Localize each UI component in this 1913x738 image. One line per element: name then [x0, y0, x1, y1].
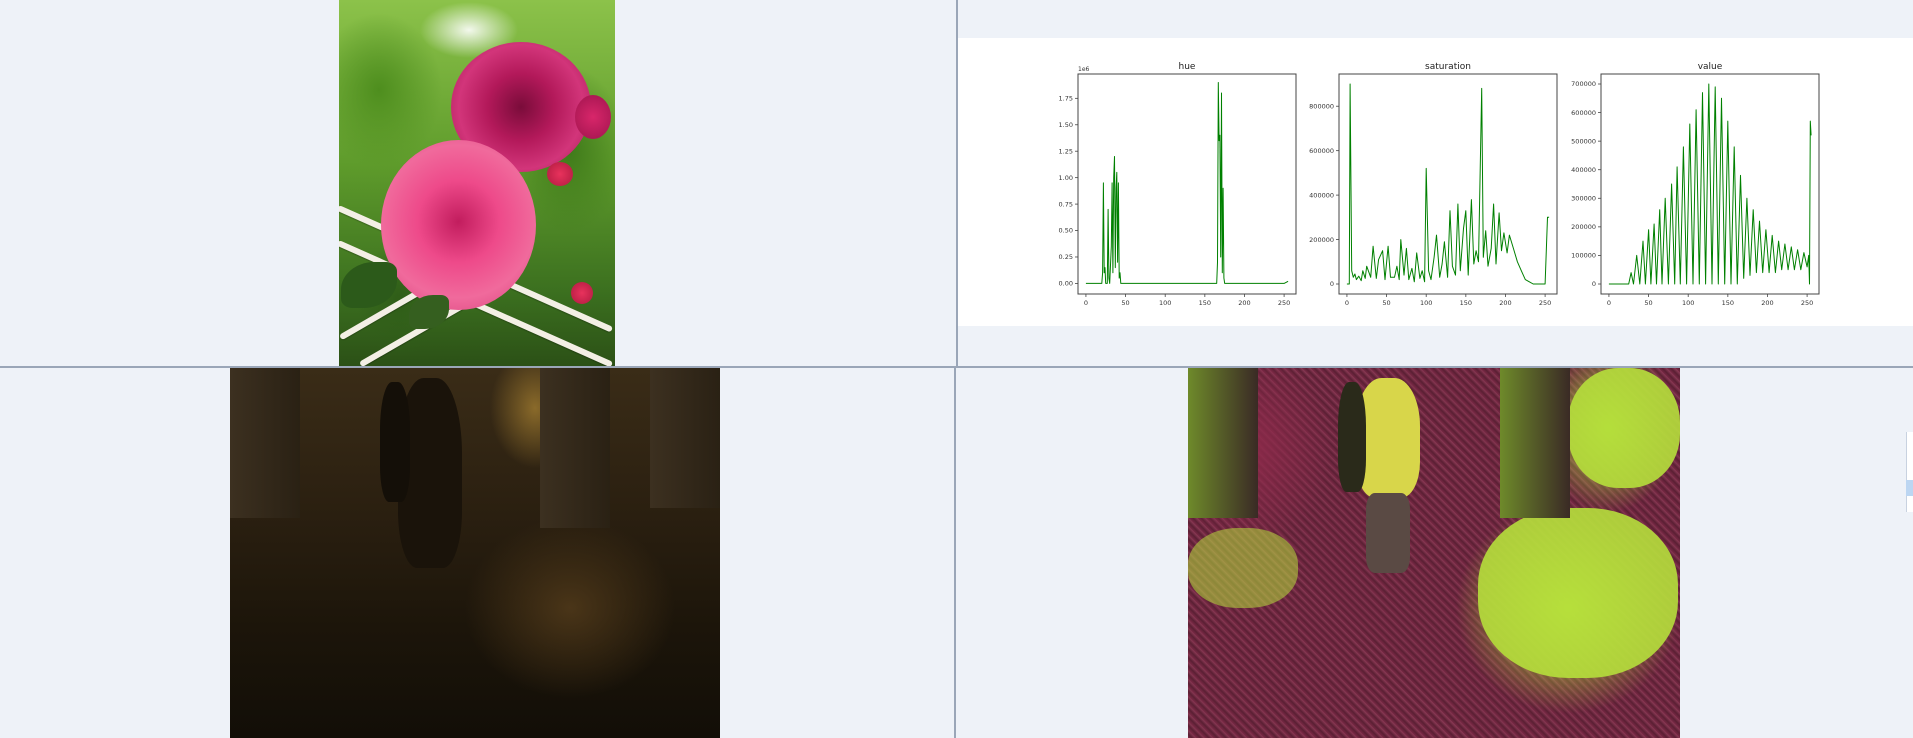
- archway-pillar: [650, 368, 720, 508]
- chart-hue-y-tick-label: 1.00: [1059, 174, 1073, 182]
- dark-archway-photo: [230, 368, 720, 738]
- chart-saturation-y-tick-label: 600000: [1309, 147, 1334, 155]
- chart-saturation-y-tick-label: 0: [1330, 280, 1334, 288]
- chart-value-y-tick-label: 500000: [1571, 137, 1596, 145]
- person-in-background: [380, 382, 410, 502]
- chart-value-y-tick-label: 100000: [1571, 252, 1596, 260]
- chart-hue-y-tick-label: 1.50: [1059, 121, 1073, 129]
- chart-saturation-x-tick-label: 0: [1345, 299, 1349, 307]
- histogram-figure: hue 1e6 0 50 100 150 200 250 0.00 0.25 0.50 0.75 1.0…: [958, 38, 1913, 326]
- chart-value-x-tick-label: 0: [1607, 299, 1611, 307]
- archway-pillar: [540, 368, 610, 528]
- chart-saturation-y-tick-label: 800000: [1309, 102, 1334, 110]
- dark-scene-background: [230, 368, 720, 738]
- bright-region: [1568, 368, 1680, 488]
- chart-value-y-tick-label: 0: [1592, 280, 1596, 288]
- chart-value-x-tick-label: 250: [1801, 299, 1813, 307]
- chart-value-y-tick-label: 300000: [1571, 194, 1596, 202]
- chart-hue-axes-frame: [1077, 73, 1297, 295]
- top-left-pane: [0, 0, 956, 367]
- rose-photo: [339, 0, 615, 367]
- adjacent-window-edge[interactable]: [1906, 432, 1913, 512]
- false-color-archway-photo: [1188, 368, 1680, 738]
- chart-hue-x-tick-label: 200: [1238, 299, 1250, 307]
- chart-value-series-line: [1608, 83, 1812, 285]
- histogram-chart: hue 1e6 0 50 100 150 200 250 0.00 0.25 0.50 0.75 1.0…: [1059, 62, 1820, 307]
- horizontal-divider[interactable]: [0, 366, 1913, 368]
- rose-bud: [571, 282, 593, 304]
- archway-pillar: [1500, 368, 1570, 518]
- archway-pillar: [1188, 368, 1258, 518]
- chart-saturation-title: saturation: [1425, 62, 1471, 72]
- chart-hue-title: hue: [1179, 62, 1196, 72]
- rose-bud: [575, 95, 611, 139]
- chart-value-x-tick-label: 200: [1761, 299, 1773, 307]
- chart-hue-y-tick-label: 0.00: [1059, 280, 1073, 288]
- walking-person-legs: [1366, 493, 1410, 573]
- rose-bloom-lower: [381, 140, 536, 310]
- chart-hue-y-tick-label: 0.50: [1059, 227, 1073, 235]
- top-right-pane: hue 1e6 0 50 100 150 200 250 0.00 0.25 0.50 0.75 1.0…: [958, 0, 1913, 367]
- chart-saturation-x-tick-label: 150: [1460, 299, 1472, 307]
- chart-hue-exponent-label: 1e6: [1078, 66, 1090, 73]
- chart-hue-series-line: [1085, 82, 1289, 284]
- chart-hue-x-tick-label: 250: [1278, 299, 1290, 307]
- chart-saturation-axes-frame: [1338, 73, 1558, 295]
- chart-saturation-y-tick-label: 400000: [1309, 191, 1334, 199]
- chart-hue-y-tick-label: 1.25: [1059, 147, 1073, 155]
- chart-hue-x-tick-label: 0: [1084, 299, 1088, 307]
- person-in-background: [1338, 382, 1366, 492]
- chart-saturation-y-tick-label: 200000: [1309, 236, 1334, 244]
- chart-value-x-tick-label: 100: [1682, 299, 1694, 307]
- bright-region: [1188, 528, 1298, 608]
- rose-bud: [547, 162, 573, 186]
- chart-saturation-series-line: [1346, 83, 1550, 285]
- chart-hue-x-tick-label: 150: [1199, 299, 1211, 307]
- chart-value-title: value: [1698, 62, 1723, 72]
- chart-hue-y-tick-label: 1.75: [1059, 95, 1073, 103]
- chart-value-y-tick-label: 400000: [1571, 166, 1596, 174]
- walking-person: [1356, 378, 1420, 498]
- chart-saturation-x-tick-label: 100: [1420, 299, 1432, 307]
- chart-value-x-tick-label: 150: [1722, 299, 1734, 307]
- chart-value-y-tick-label: 200000: [1571, 223, 1596, 231]
- archway-pillar: [230, 368, 300, 518]
- bottom-left-pane: [0, 368, 954, 738]
- vertical-divider-top[interactable]: [956, 0, 958, 367]
- chart-hue-y-tick-label: 0.25: [1059, 253, 1073, 261]
- chart-value-y-tick-label: 600000: [1571, 109, 1596, 117]
- chart-hue-x-tick-label: 100: [1159, 299, 1171, 307]
- chart-saturation-x-tick-label: 200: [1499, 299, 1511, 307]
- chart-value-axes-frame: [1600, 73, 1820, 295]
- chart-value-y-tick-label: 700000: [1571, 80, 1596, 88]
- bottom-right-pane: [956, 368, 1913, 738]
- chart-value-x-tick-label: 50: [1644, 299, 1652, 307]
- chart-saturation-x-tick-label: 250: [1539, 299, 1551, 307]
- chart-hue-x-tick-label: 50: [1121, 299, 1129, 307]
- vertical-divider-bottom[interactable]: [954, 368, 956, 738]
- adjacent-window-edge-accent: [1906, 480, 1913, 496]
- chart-saturation-x-tick-label: 50: [1382, 299, 1390, 307]
- bright-region: [1478, 508, 1678, 678]
- chart-hue-y-tick-label: 0.75: [1059, 200, 1073, 208]
